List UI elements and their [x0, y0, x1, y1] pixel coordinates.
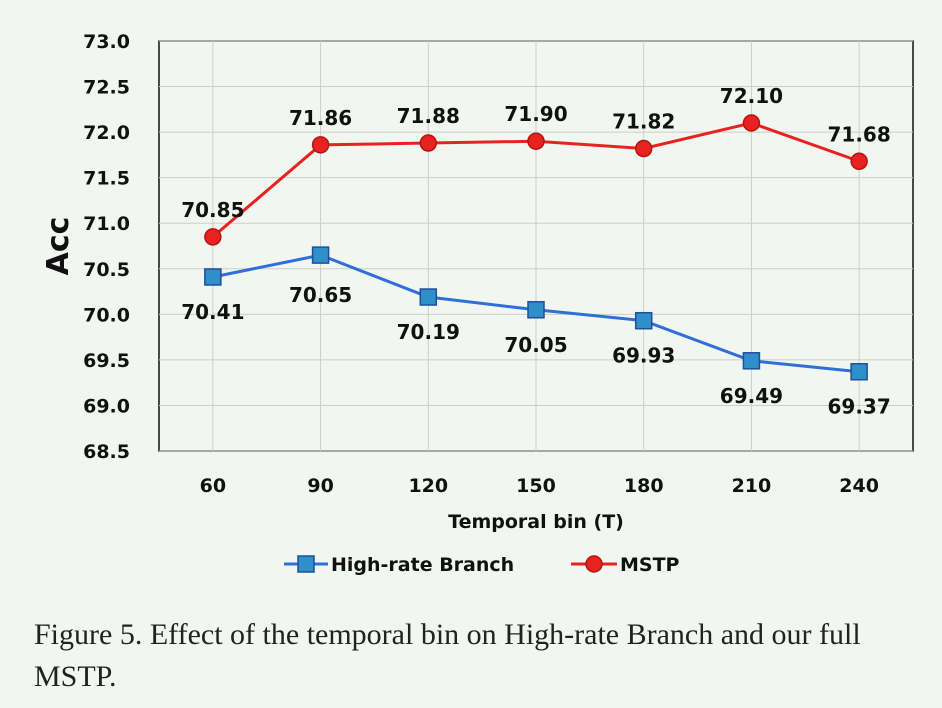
data-point-mstp	[527, 132, 545, 150]
data-label-mstp: 70.85	[181, 198, 244, 222]
data-point-mstp	[742, 114, 761, 132]
data-label-mstp: 71.86	[289, 106, 352, 130]
legend: High-rate Branch MSTP	[284, 554, 680, 576]
data-label-high-rate-branch: 69.49	[720, 384, 783, 408]
x-tick-label: 210	[732, 475, 772, 497]
y-tick-label: 70.0	[83, 304, 130, 326]
y-tick-label: 71.0	[83, 213, 130, 235]
y-tick-label: 68.5	[83, 441, 130, 463]
x-tick-label: 120	[408, 475, 448, 497]
data-point-high-rate-branch	[419, 288, 438, 306]
x-tick-label: 150	[516, 475, 556, 497]
data-label-high-rate-branch: 70.65	[289, 283, 352, 307]
data-point-mstp	[311, 136, 330, 154]
x-tick-label: 90	[307, 475, 333, 497]
data-point-high-rate-branch	[311, 246, 330, 264]
data-label-high-rate-branch: 70.41	[181, 300, 244, 324]
y-tick-label: 70.5	[83, 259, 130, 281]
y-tick-label: 69.5	[83, 350, 130, 372]
x-tick-label: 180	[624, 475, 664, 497]
y-tick-label: 73.0	[83, 31, 130, 53]
legend-label-high-rate-branch: High-rate Branch	[331, 554, 514, 576]
y-tick-label: 71.5	[83, 168, 130, 190]
y-axis-ticks: 73.0 72.5 72.0 71.5 71.0 70.5 70.0 69.5 69.0 68.5	[83, 31, 130, 463]
data-point-high-rate-branch	[634, 311, 653, 330]
legend-label-mstp: MSTP	[620, 554, 680, 576]
y-axis-title: Acc	[41, 217, 76, 276]
y-tick-label: 69.0	[83, 395, 130, 417]
legend-marker-high-rate-branch	[297, 555, 315, 573]
data-label-mstp: 71.88	[397, 104, 460, 128]
data-point-mstp	[634, 139, 653, 158]
figure-caption: Figure 5. Effect of the temporal bin on …	[34, 618, 861, 693]
data-labels: 70.41 70.65 70.19 70.05 69.93 69.49 69.37 70.85…	[181, 84, 891, 419]
gridlines	[159, 40, 913, 452]
data-point-high-rate-branch	[204, 268, 222, 286]
data-label-mstp: 71.90	[504, 102, 567, 126]
data-label-mstp: 71.68	[828, 122, 891, 146]
data-point-mstp	[419, 134, 438, 152]
data-label-high-rate-branch: 70.19	[397, 320, 460, 344]
data-label-mstp: 72.10	[720, 84, 783, 108]
y-tick-label: 72.5	[83, 77, 130, 99]
x-tick-label: 60	[200, 475, 226, 497]
y-tick-label: 72.0	[83, 122, 130, 144]
data-point-high-rate-branch	[742, 352, 761, 370]
data-point-mstp	[850, 152, 868, 171]
data-point-high-rate-branch	[527, 301, 545, 319]
series-layer	[204, 114, 868, 381]
x-axis-ticks: 60 90 120 150 180 210 240	[200, 475, 879, 497]
x-axis-title: Temporal bin (T)	[448, 511, 624, 533]
line-chart: 73.0 72.5 72.0 71.5 71.0 70.5 70.0 69.5 69.0 68.5…	[41, 31, 914, 576]
data-label-high-rate-branch: 69.93	[612, 344, 675, 368]
legend-marker-mstp	[585, 555, 603, 573]
data-label-mstp: 71.82	[612, 110, 675, 134]
data-point-high-rate-branch	[850, 362, 868, 381]
data-label-high-rate-branch: 69.37	[828, 395, 891, 419]
data-label-high-rate-branch: 70.05	[504, 333, 567, 357]
x-tick-label: 240	[839, 475, 879, 497]
data-point-mstp	[204, 228, 222, 246]
